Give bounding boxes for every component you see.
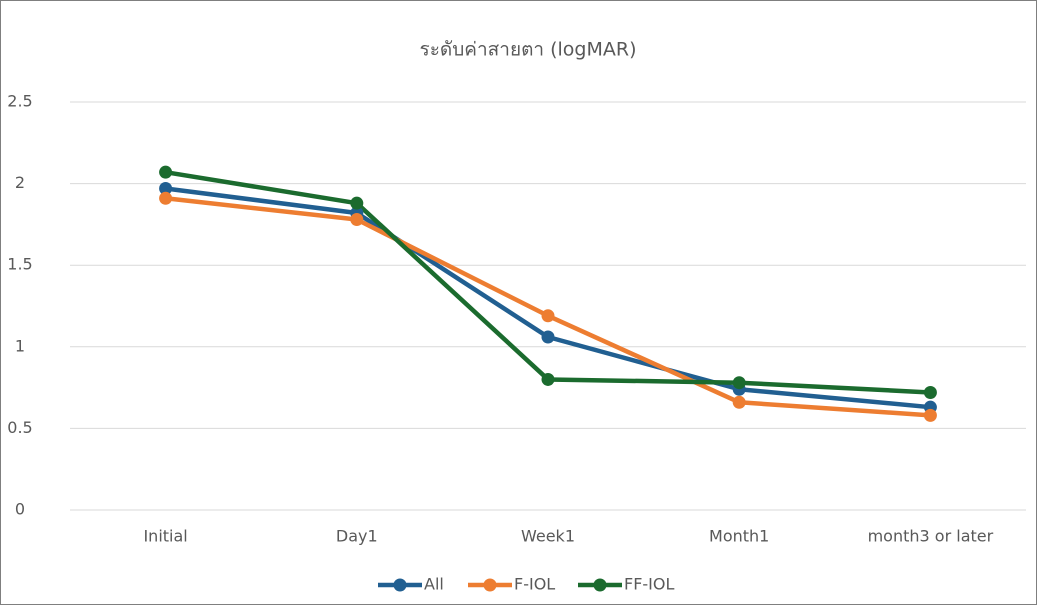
y-tick-label: 0.5 [7, 418, 32, 437]
point [541, 372, 555, 386]
x-tick-label: Week1 [521, 527, 575, 546]
y-tick-label: 0 [15, 500, 25, 519]
x-tick-label: Initial [143, 527, 187, 546]
point [732, 395, 746, 409]
point [541, 330, 555, 344]
point [159, 165, 173, 179]
chart-title: ระดับค่าสายตา (logMAR) [419, 39, 636, 61]
point [159, 191, 173, 205]
x-tick-label: month3 or later [868, 527, 994, 546]
point [732, 376, 746, 390]
point [350, 213, 364, 227]
point [923, 408, 937, 422]
legend-label: All [424, 575, 444, 594]
y-tick-label: 2 [15, 173, 25, 192]
y-tick-label: 1 [15, 336, 25, 355]
legend-marker [593, 578, 607, 592]
y-tick-label: 1.5 [7, 255, 32, 274]
x-tick-label: Month1 [709, 527, 769, 546]
x-tick-label: Day1 [336, 527, 378, 546]
point [159, 181, 173, 195]
y-tick-label: 2.5 [7, 92, 32, 111]
point [923, 385, 937, 399]
point [541, 309, 555, 323]
legend-label: FF-IOL [624, 575, 674, 594]
point [350, 196, 364, 210]
legend-marker [393, 578, 407, 592]
legend-marker [483, 578, 497, 592]
legend-label: F-IOL [514, 575, 555, 594]
